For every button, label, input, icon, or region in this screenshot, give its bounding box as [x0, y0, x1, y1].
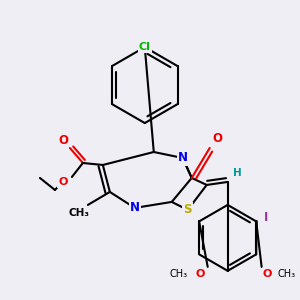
- Text: O: O: [195, 269, 204, 279]
- Text: CH₃: CH₃: [278, 269, 296, 279]
- Text: O: O: [58, 134, 68, 146]
- Text: S: S: [184, 203, 192, 216]
- Text: H: H: [233, 168, 242, 178]
- Text: O: O: [58, 177, 68, 187]
- Text: CH₃: CH₃: [169, 269, 188, 279]
- Text: Cl: Cl: [139, 42, 151, 52]
- Text: O: O: [213, 131, 223, 145]
- Text: O: O: [263, 269, 272, 279]
- Text: CH₃: CH₃: [68, 208, 89, 218]
- Text: N: N: [130, 201, 140, 214]
- Text: N: N: [178, 152, 188, 164]
- Text: I: I: [264, 212, 268, 224]
